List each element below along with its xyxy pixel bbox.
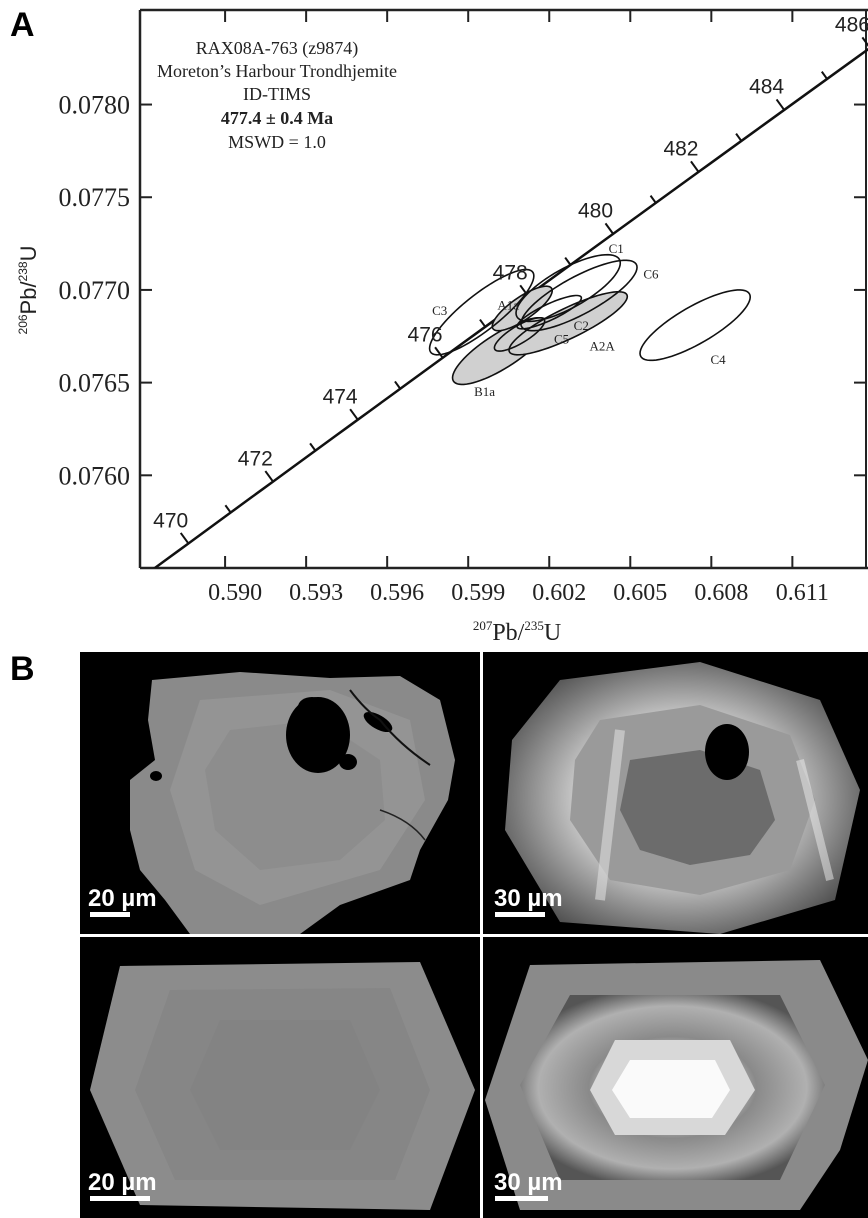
age-tick-label: 480 bbox=[578, 200, 613, 223]
x-tick-label: 0.599 bbox=[451, 580, 505, 606]
ellipse-label: C1 bbox=[609, 241, 624, 256]
x-tick-label: 0.593 bbox=[289, 580, 343, 606]
ellipse-label: C3 bbox=[432, 303, 447, 318]
age-tick-label: 486 bbox=[835, 14, 868, 37]
scale-bar bbox=[90, 912, 130, 917]
age-tick bbox=[691, 161, 699, 172]
y-axis-label: 206Pb/238U bbox=[16, 246, 41, 335]
ellipse-label: C6 bbox=[643, 266, 659, 281]
label-part: U bbox=[544, 620, 561, 646]
scale-bar bbox=[495, 1196, 548, 1201]
age-tick-label: 474 bbox=[323, 385, 358, 408]
figure: A B RAX08A-763 (z9874) Moreton’s Harbour… bbox=[0, 0, 868, 1218]
age-tick bbox=[435, 347, 443, 358]
x-tick-label: 0.608 bbox=[694, 580, 748, 606]
label-part: Pb/ bbox=[16, 281, 41, 315]
x-tick-label: 0.611 bbox=[776, 580, 829, 606]
age-tick bbox=[605, 223, 613, 234]
age-tick bbox=[651, 196, 656, 203]
annotation-line: 477.4 ± 0.4 Ma bbox=[221, 108, 333, 128]
page: { "panel_labels": ["A", "B"], "chart_dat… bbox=[0, 0, 868, 1218]
age-tick bbox=[350, 409, 358, 420]
ellipse-label: A2A bbox=[590, 338, 616, 353]
panel-label: B bbox=[10, 650, 35, 688]
superscript: 206 bbox=[16, 314, 30, 334]
ellipse-label: A1a bbox=[497, 297, 519, 312]
label-part: Pb/ bbox=[492, 620, 524, 646]
ellipses bbox=[430, 255, 751, 385]
scale-bar bbox=[495, 912, 545, 917]
superscript: 238 bbox=[16, 261, 30, 281]
age-tick bbox=[181, 533, 189, 543]
age-tick-label: 472 bbox=[238, 447, 273, 470]
label-part: U bbox=[16, 246, 41, 262]
superscript: 235 bbox=[524, 618, 544, 633]
scale-bar-label: 20 µm bbox=[88, 885, 157, 912]
age-tick-label: 482 bbox=[663, 138, 698, 161]
y-tick-label: 0.0770 bbox=[59, 276, 131, 305]
ellipse-label: B1a bbox=[474, 384, 495, 399]
annotation: RAX08A-763 (z9874) Moreton’s Harbour Tro… bbox=[157, 38, 397, 152]
annotation-line: RAX08A-763 (z9874) bbox=[196, 38, 358, 59]
age-tick bbox=[310, 443, 315, 450]
x-tick-label: 0.596 bbox=[370, 580, 424, 606]
age-tick bbox=[777, 99, 785, 110]
x-tick-label: 0.605 bbox=[613, 580, 667, 606]
age-tick bbox=[225, 505, 230, 512]
age-tick-label: 484 bbox=[749, 76, 784, 99]
age-tick-label: 478 bbox=[493, 262, 528, 285]
x-axis-label: 207Pb/235U bbox=[473, 618, 561, 646]
annotation-line: MSWD = 1.0 bbox=[228, 132, 326, 152]
age-tick bbox=[822, 72, 827, 79]
age-tick bbox=[265, 471, 273, 481]
age-tick bbox=[565, 258, 570, 265]
superscript: 207 bbox=[473, 618, 493, 633]
y-tick-label: 0.0760 bbox=[59, 461, 131, 490]
y-tick-label: 0.0775 bbox=[59, 183, 131, 212]
ellipse-label: C2 bbox=[574, 318, 589, 333]
annotation-line: Moreton’s Harbour Trondhjemite bbox=[157, 61, 397, 81]
age-tick-label: 476 bbox=[408, 324, 443, 347]
age-tick bbox=[395, 381, 400, 388]
x-tick-label: 0.590 bbox=[208, 580, 262, 606]
annotation-line: ID-TIMS bbox=[243, 84, 311, 104]
scale-bar-label: 30 µm bbox=[494, 885, 563, 912]
error-ellipse bbox=[640, 290, 750, 360]
age-tick bbox=[480, 320, 485, 327]
scale-bar-label: 30 µm bbox=[494, 1169, 563, 1196]
scale-bar bbox=[90, 1196, 150, 1201]
x-tick-label: 0.602 bbox=[532, 580, 586, 606]
y-tick-label: 0.0765 bbox=[59, 369, 131, 398]
age-tick bbox=[736, 134, 741, 141]
ellipse-label: C4 bbox=[711, 352, 727, 367]
panel-label: A bbox=[10, 6, 35, 44]
age-tick-label: 470 bbox=[153, 509, 188, 532]
y-tick-label: 0.0780 bbox=[59, 91, 131, 120]
ellipse-label: C5 bbox=[554, 331, 569, 346]
scale-bar-label: 20 µm bbox=[88, 1169, 157, 1196]
